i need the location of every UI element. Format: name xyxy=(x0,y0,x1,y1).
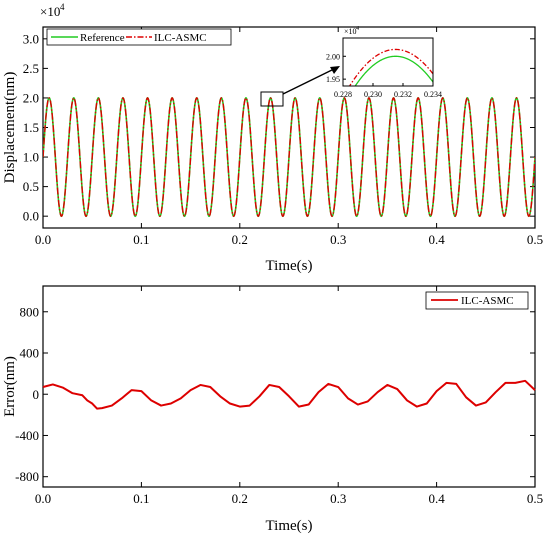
y-multiplier: ×10 xyxy=(40,4,60,19)
x-axis-label: Time(s) xyxy=(266,258,313,274)
inset-background xyxy=(343,38,433,86)
inset-y-tick-label: 2.00 xyxy=(326,52,340,61)
x-tick-label: 0.5 xyxy=(527,232,543,247)
inset-y-tick-label: 1.95 xyxy=(326,75,340,84)
x-tick-label: 0.1 xyxy=(133,232,149,247)
y-tick-label: 0.0 xyxy=(23,209,39,224)
plot-frame xyxy=(42,26,536,229)
inset-series-ilc-asmc xyxy=(348,48,433,86)
y-tick-label: 2.5 xyxy=(23,61,39,76)
inset-x-tick-label: 0.234 xyxy=(424,90,442,99)
y-tick-label: 0 xyxy=(33,387,40,402)
y-tick-label: 800 xyxy=(20,304,40,319)
legend-label-ilc-asmc: ILC-ASMC xyxy=(154,32,207,44)
y-tick-label: 1.5 xyxy=(23,120,39,135)
x-tick-label: 0.5 xyxy=(527,491,543,506)
y-tick-label: 3.0 xyxy=(23,31,39,46)
x-tick-label: 0.0 xyxy=(35,491,51,506)
inset-x-tick-label: 0.228 xyxy=(334,90,352,99)
x-tick-label: 0.1 xyxy=(133,491,149,506)
inset-frame xyxy=(342,37,434,87)
inset-multiplier-exponent: 4 xyxy=(356,26,359,32)
zoom-region-box xyxy=(260,91,284,107)
series-line-ilc-asmc xyxy=(42,379,536,410)
inset-x-tick-label: 0.230 xyxy=(364,90,382,99)
error-chart: 0.0 0.1 0.2 0.3 0.4 0.5 -800 -400 0 400 800 Time(s)… xyxy=(2,285,543,534)
legend-box xyxy=(425,291,529,310)
y-tick-label: -800 xyxy=(15,469,39,484)
x-tick-label: 0.2 xyxy=(232,232,248,247)
x-tick-label: 0.3 xyxy=(330,491,346,506)
legend: Reference ILC-ASMC xyxy=(46,28,232,46)
inset-chart: 0.228 0.230 0.232 0.234 1.95 2.00 ×10 4 xyxy=(326,26,442,99)
x-axis-label: Time(s) xyxy=(266,518,313,534)
displacement-chart: 0.0 0.1 0.2 0.3 0.4 0.50.00.51.01.52.02.53.0×… xyxy=(2,2,543,274)
inset-x-tick-label: 0.232 xyxy=(394,90,412,99)
legend-label-ilc-asmc: ILC-ASMC xyxy=(461,295,514,307)
x-tick-label: 0.4 xyxy=(428,232,445,247)
inset-series-reference xyxy=(354,55,433,86)
legend: ILC-ASMC xyxy=(425,291,529,310)
y-tick-label: 1.0 xyxy=(23,150,39,165)
inset-multiplier: ×10 xyxy=(344,27,357,36)
legend-label-reference: Reference xyxy=(80,32,125,44)
y-multiplier-exponent: 4 xyxy=(60,2,65,12)
y-tick-label: 0.5 xyxy=(23,179,39,194)
y-axis-label: Displacement(nm) xyxy=(2,72,18,184)
y-axis-label: Error(nm) xyxy=(2,356,18,417)
plot-frame xyxy=(42,285,536,488)
y-tick-label: -400 xyxy=(15,428,39,443)
x-tick-label: 0.3 xyxy=(330,232,346,247)
x-tick-label: 0.0 xyxy=(35,232,51,247)
zoom-arrowhead xyxy=(330,66,340,74)
x-tick-label: 0.2 xyxy=(232,491,248,506)
series-line-ilc-asmc xyxy=(43,97,535,217)
y-tick-label: 400 xyxy=(20,346,40,361)
x-tick-label: 0.4 xyxy=(428,491,445,506)
zoom-arrow xyxy=(282,67,337,95)
y-tick-label: 2.0 xyxy=(23,90,39,105)
